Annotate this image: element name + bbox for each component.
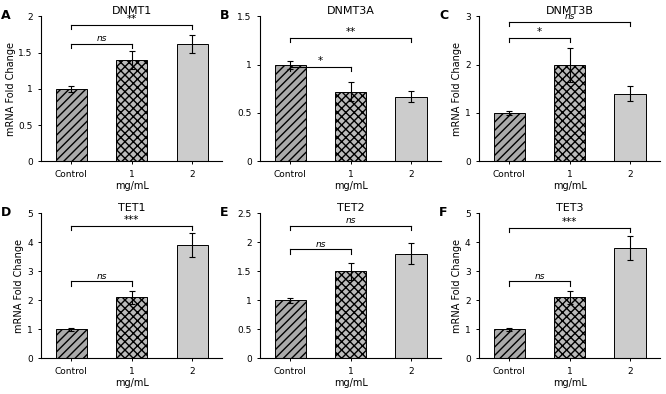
Bar (176, 245, 208, 358)
Bar (116, 297, 147, 358)
Title: DNMT3B: DNMT3B (546, 6, 593, 15)
Bar (55, 329, 87, 358)
X-axis label: mg/mL: mg/mL (553, 379, 587, 388)
Text: ns: ns (346, 216, 356, 225)
X-axis label: mg/mL: mg/mL (334, 379, 368, 388)
Bar (494, 113, 525, 161)
Y-axis label: mRNA Fold Change: mRNA Fold Change (14, 239, 24, 333)
Text: **: ** (127, 14, 137, 24)
Text: ns: ns (97, 272, 107, 281)
Bar (615, 94, 646, 161)
Title: TET2: TET2 (337, 203, 364, 212)
X-axis label: mg/mL: mg/mL (334, 182, 368, 191)
Bar (176, 44, 208, 161)
Bar (554, 65, 585, 161)
Title: TET1: TET1 (118, 203, 145, 212)
Bar (396, 97, 427, 161)
Text: E: E (220, 206, 228, 219)
Y-axis label: mRNA Fold Change: mRNA Fold Change (452, 42, 462, 136)
X-axis label: mg/mL: mg/mL (115, 379, 149, 388)
Text: *: * (318, 56, 323, 66)
Bar (274, 300, 306, 358)
Text: **: ** (346, 27, 356, 37)
Text: ns: ns (315, 240, 326, 249)
Text: D: D (1, 206, 11, 219)
Text: A: A (1, 9, 11, 22)
Bar (335, 92, 366, 161)
Text: ns: ns (534, 272, 545, 281)
Bar (615, 248, 646, 358)
Text: B: B (220, 9, 230, 22)
Bar (554, 297, 585, 358)
Text: *: * (537, 27, 542, 37)
Bar (396, 254, 427, 358)
Bar (274, 65, 306, 161)
Y-axis label: mRNA Fold Change: mRNA Fold Change (5, 42, 15, 136)
Text: ns: ns (97, 34, 107, 43)
X-axis label: mg/mL: mg/mL (553, 182, 587, 191)
Bar (335, 271, 366, 358)
Text: ns: ns (565, 12, 575, 21)
Text: ***: *** (562, 217, 577, 227)
Bar (494, 329, 525, 358)
Bar (116, 60, 147, 161)
X-axis label: mg/mL: mg/mL (115, 182, 149, 191)
Bar (55, 89, 87, 161)
Text: F: F (439, 206, 448, 219)
Text: ***: *** (124, 215, 139, 225)
Text: C: C (439, 9, 448, 22)
Title: DNMT3A: DNMT3A (327, 6, 375, 15)
Title: TET3: TET3 (556, 203, 583, 212)
Y-axis label: mRNA Fold Change: mRNA Fold Change (452, 239, 462, 333)
Title: DNMT1: DNMT1 (112, 6, 152, 15)
